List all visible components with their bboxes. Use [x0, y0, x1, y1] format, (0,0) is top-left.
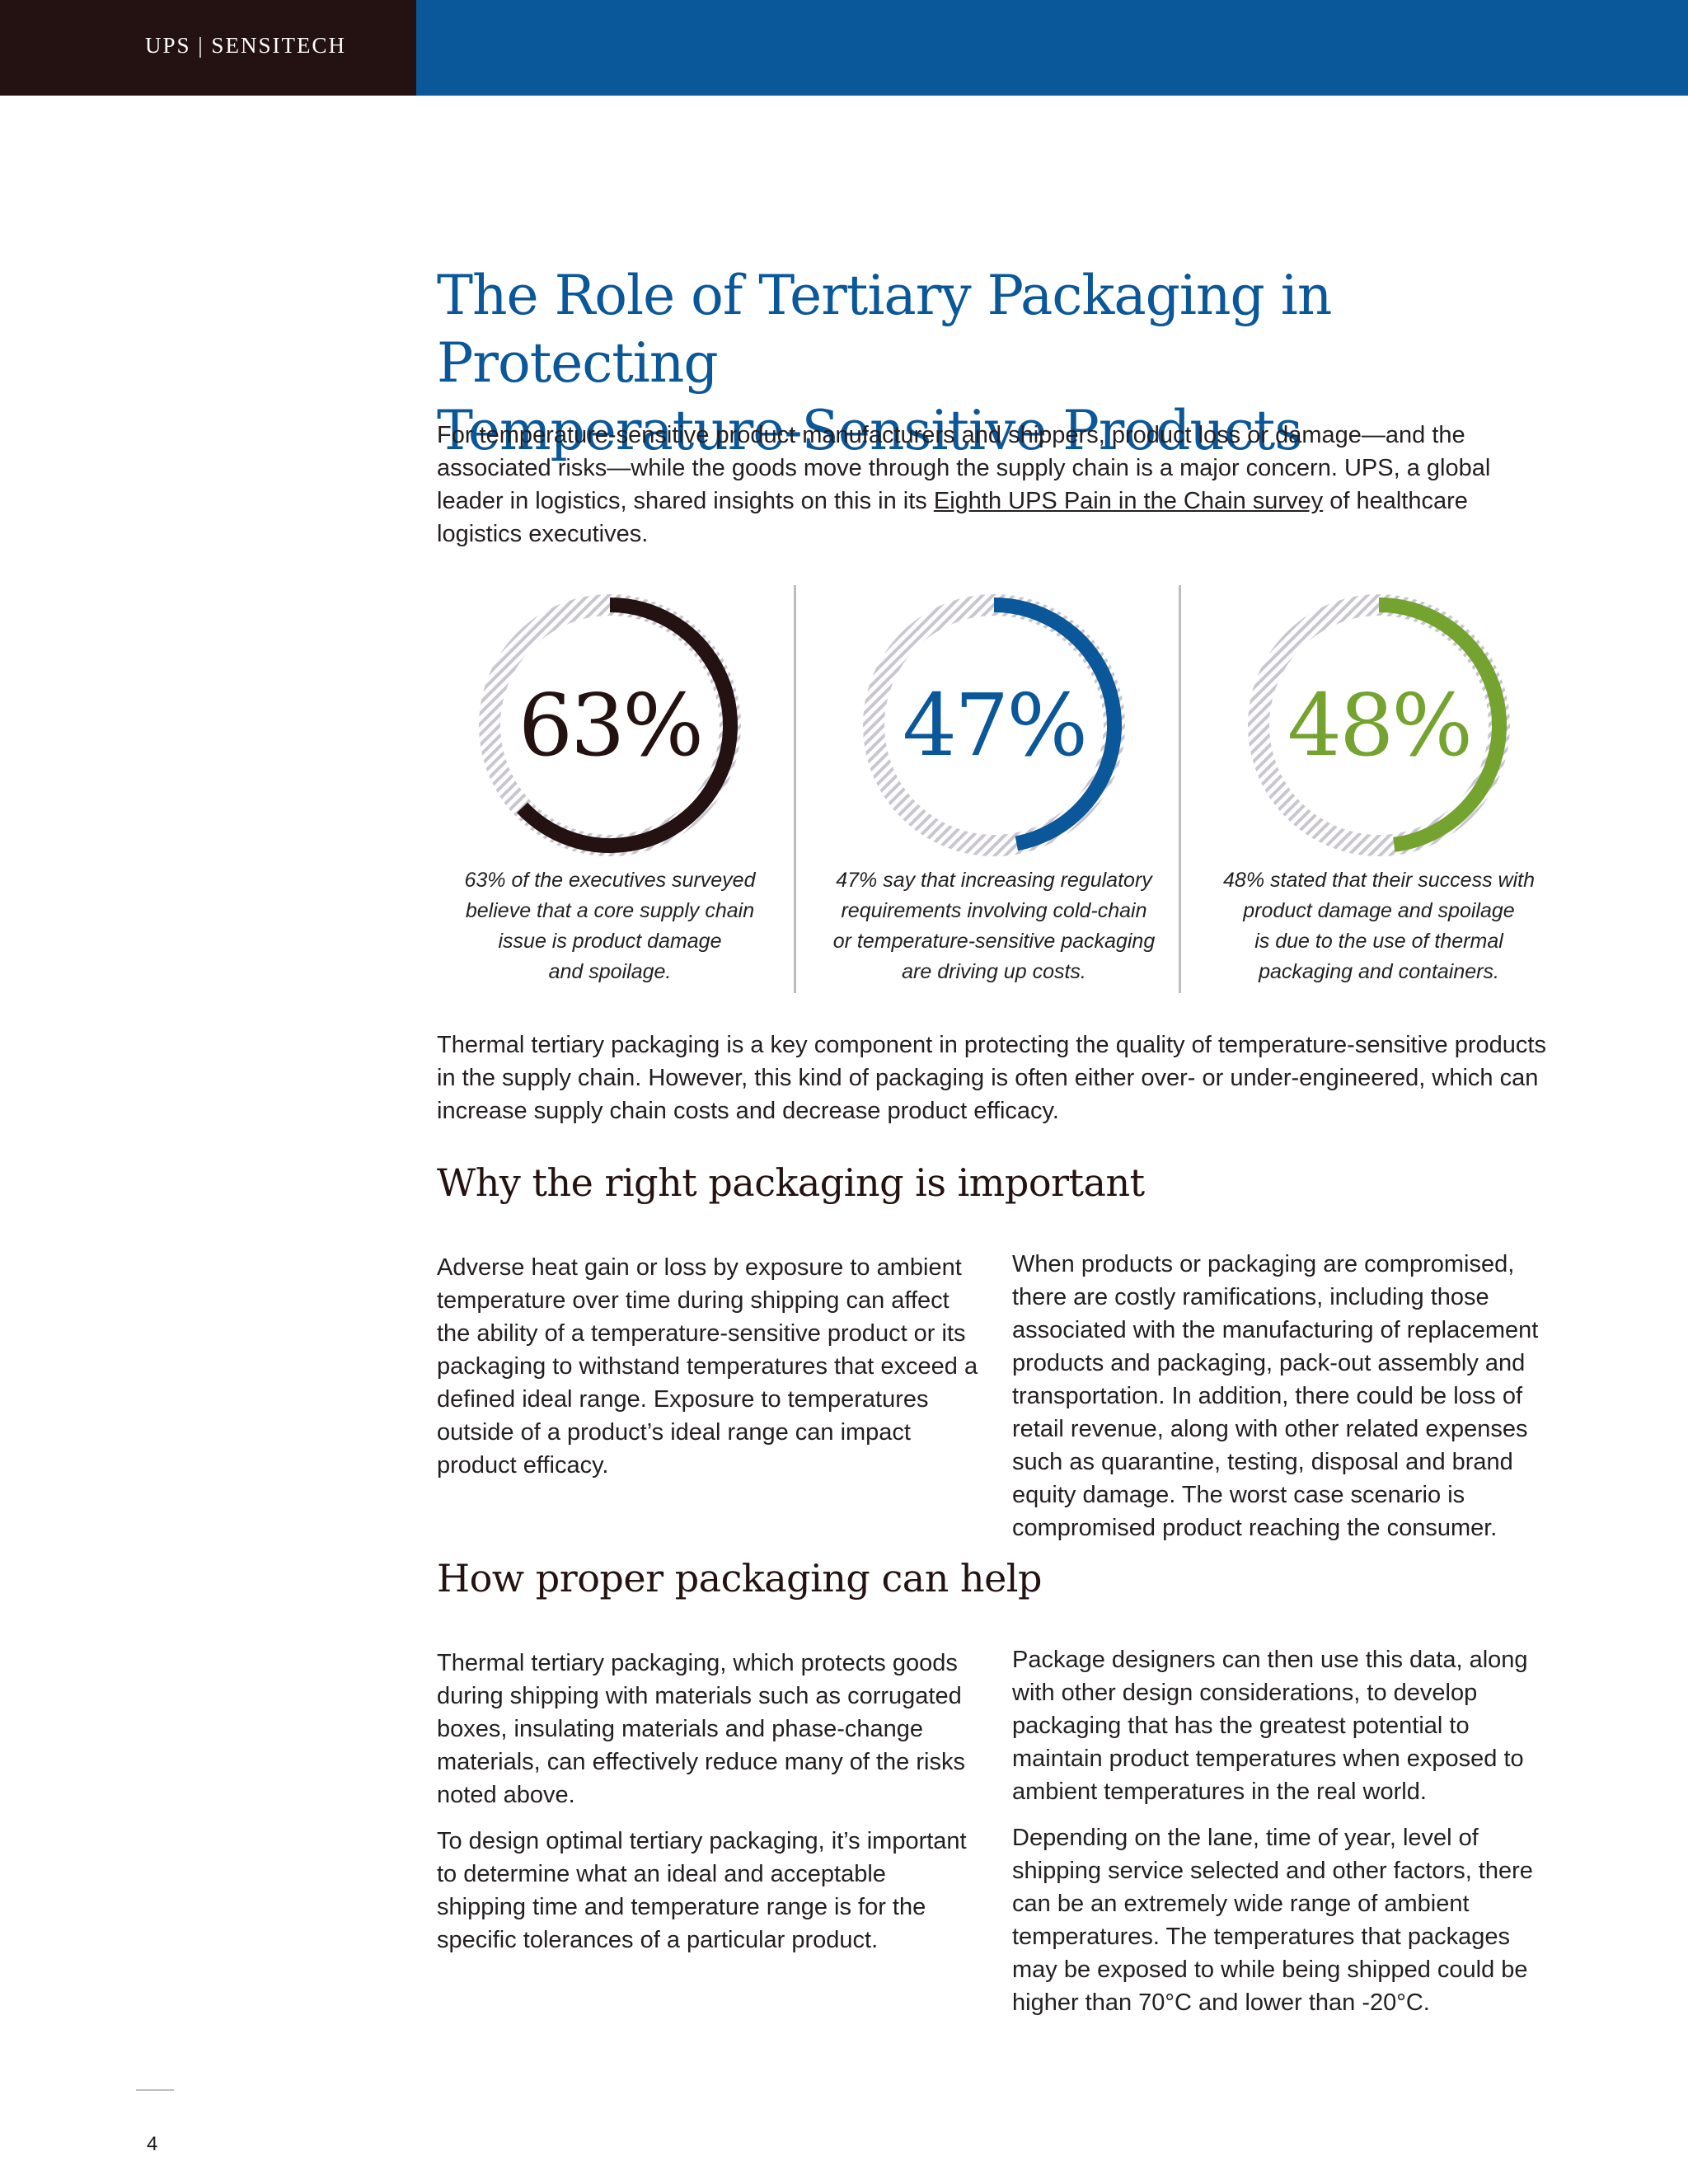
- donut-gauge-1: [479, 594, 741, 856]
- title-line-2: Temperature-Sensitive Products: [437, 399, 1302, 462]
- how-column-left: Thermal tertiary packaging, which protec…: [437, 1647, 981, 1970]
- section-heading-how: How proper packaging can help: [437, 1556, 1042, 1601]
- stats-row: 63% 63% of the executives surveyed belie…: [437, 585, 1550, 997]
- stat-caption-1-line-2: believe that a core supply chain: [465, 899, 755, 922]
- stat-value-2: 47%: [902, 675, 1088, 776]
- how-column-right: Package designers can then use this data…: [1012, 1643, 1556, 2032]
- stat-caption-3: 48% stated that their success with produ…: [1206, 865, 1552, 987]
- donut-arc-1: [517, 598, 738, 853]
- donut-gauge-3: [1248, 594, 1510, 856]
- stat-caption-1-line-1: 63% of the executives surveyed: [464, 869, 756, 892]
- intro-text-start: For temperature-sensitive product manufa…: [437, 422, 1491, 514]
- title-line-1: The Role of Tertiary Packaging in Protec…: [437, 264, 1332, 395]
- stat-divider-2: [1179, 585, 1181, 993]
- survey-link[interactable]: Eighth UPS Pain in the Chain survey: [933, 488, 1324, 514]
- stat-caption-3-line-3: is due to the use of thermal: [1254, 930, 1503, 953]
- stat-card-1: 63% 63% of the executives surveyed belie…: [437, 585, 791, 997]
- stat-caption-2-line-1: 47% say that increasing regulatory: [836, 869, 1152, 892]
- section-heading-why: Why the right packaging is important: [437, 1160, 1145, 1205]
- why-left-paragraph: Adverse heat gain or loss by exposure to…: [437, 1254, 978, 1479]
- stat-caption-1: 63% of the executives surveyed believe t…: [437, 865, 783, 987]
- stat-caption-3-line-4: packaging and containers.: [1259, 960, 1499, 983]
- packaging-overview-paragraph: Thermal tertiary packaging is a key comp…: [437, 1032, 1546, 1124]
- stat-caption-1-line-3: issue is product damage: [498, 930, 722, 953]
- header-accent-band: [416, 0, 1688, 96]
- why-column-right: When products or packaging are compromis…: [1012, 1248, 1556, 1558]
- stat-caption-2: 47% say that increasing regulatory requi…: [821, 865, 1167, 987]
- intro-text-end: of healthcare logistics executives.: [437, 488, 1468, 547]
- page-title: The Role of Tertiary Packaging in Protec…: [437, 262, 1574, 465]
- brand-block: [0, 0, 416, 96]
- brand-wordmark: UPS | SENSITECH: [145, 33, 346, 58]
- stat-caption-2-line-2: requirements involving cold-chain: [841, 899, 1147, 922]
- how-left-paragraph-2: To design optimal tertiary packaging, it…: [437, 1828, 967, 1953]
- header-bar: UPS | SENSITECH: [0, 0, 1688, 96]
- how-right-paragraph-2: Depending on the lane, time of year, lev…: [1012, 1825, 1533, 2016]
- stat-value-3: 48%: [1287, 675, 1473, 776]
- stat-value-1: 63%: [518, 675, 704, 776]
- why-column-left: Adverse heat gain or loss by exposure to…: [437, 1251, 981, 1495]
- donut-gauge-2: [863, 594, 1125, 856]
- page-number: 4: [147, 2133, 158, 2155]
- stat-caption-2-line-4: are driving up costs.: [902, 960, 1086, 983]
- stat-divider-1: [794, 585, 796, 993]
- intro-paragraph: For temperature-sensitive product manufa…: [437, 419, 1550, 551]
- stat-caption-3-line-2: product damage and spoilage: [1243, 899, 1515, 922]
- stat-caption-3-line-1: 48% stated that their success with: [1223, 869, 1535, 892]
- stat-card-2: 47% 47% say that increasing regulatory r…: [821, 585, 1175, 997]
- footer-rule: [136, 2089, 174, 2091]
- donut-arc-3: [1378, 598, 1507, 852]
- stat-caption-2-line-3: or temperature-sensitive packaging: [832, 930, 1156, 953]
- donut-arc-2: [993, 598, 1122, 851]
- stat-card-3: 48% 48% stated that their success with p…: [1206, 585, 1560, 997]
- how-right-paragraph-1: Package designers can then use this data…: [1012, 1647, 1528, 1805]
- stat-caption-1-line-4: and spoilage.: [548, 960, 672, 983]
- how-left-paragraph-1: Thermal tertiary packaging, which protec…: [437, 1650, 965, 1808]
- why-right-paragraph: When products or packaging are compromis…: [1012, 1251, 1539, 1541]
